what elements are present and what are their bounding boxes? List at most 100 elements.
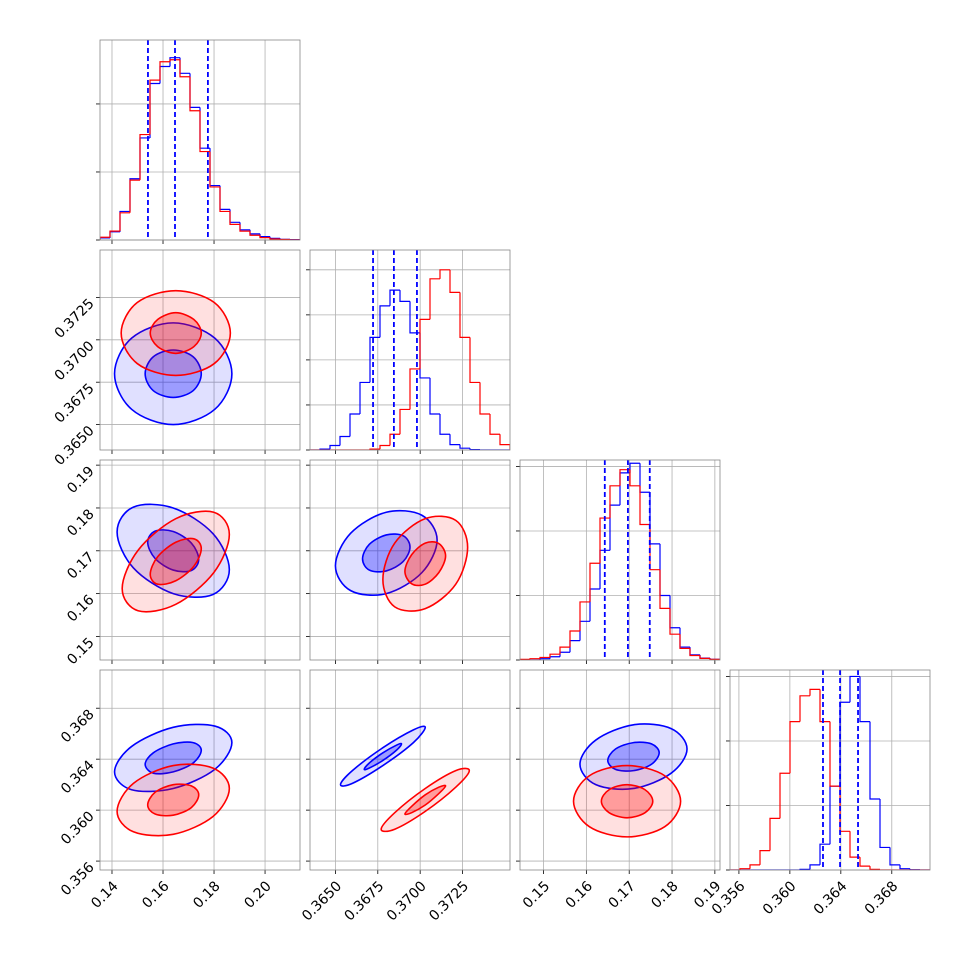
y-tick-label: 0.15 xyxy=(64,635,97,668)
hist-step xyxy=(689,648,700,657)
y-tick-label: 0.364 xyxy=(58,757,98,797)
hist-step xyxy=(189,73,200,108)
x-tick-label: 0.368 xyxy=(862,878,902,918)
hist-step xyxy=(539,656,550,659)
panel-frame xyxy=(99,249,301,451)
y-tick-label: 0.19 xyxy=(64,463,97,496)
y-tick-label: 0.368 xyxy=(58,707,98,747)
hist-step xyxy=(789,721,800,774)
hist-step xyxy=(169,59,180,62)
contour xyxy=(361,533,411,573)
hist-step xyxy=(249,229,260,235)
contour xyxy=(606,741,660,772)
hist-step xyxy=(389,289,400,306)
hist-step xyxy=(829,785,840,845)
hist-step xyxy=(869,866,880,870)
hist-step xyxy=(869,721,880,800)
x-tick-label: 0.18 xyxy=(190,878,223,911)
hist-step xyxy=(599,517,610,564)
panel-frame xyxy=(309,669,511,871)
hist-step xyxy=(379,444,390,450)
hist-step xyxy=(549,656,560,659)
y-tick-label: 0.3725 xyxy=(52,296,98,342)
hist-step xyxy=(219,186,230,213)
hist-step xyxy=(809,688,820,696)
hist-step xyxy=(379,305,390,338)
hist-step xyxy=(879,799,890,849)
panel-frame xyxy=(519,459,721,661)
hist-step xyxy=(459,292,470,338)
hist-step xyxy=(209,151,220,188)
hist-step xyxy=(839,786,850,832)
hist-step xyxy=(179,59,190,78)
x-tick-label: 0.20 xyxy=(241,878,274,911)
contour xyxy=(113,322,233,426)
panel-frame xyxy=(99,39,301,241)
hist-step xyxy=(489,413,500,435)
hist-step xyxy=(629,462,640,473)
hist-step xyxy=(179,57,190,74)
hist-step xyxy=(459,444,470,449)
histogram xyxy=(310,269,510,450)
hist-step xyxy=(569,640,580,653)
hist-step xyxy=(520,658,530,660)
hist-step xyxy=(429,377,440,415)
x-tick-label: 0.16 xyxy=(139,878,172,911)
hist-step xyxy=(219,185,230,210)
hist-step xyxy=(109,231,120,238)
x-tick-label: 0.3675 xyxy=(341,878,387,924)
hist-step xyxy=(419,332,430,379)
hist-step xyxy=(169,57,180,67)
hist-step xyxy=(469,337,480,384)
contour xyxy=(146,783,200,817)
hist-step xyxy=(479,382,490,415)
hist-step xyxy=(899,864,910,870)
hist-step xyxy=(639,485,650,526)
hist-step xyxy=(249,231,260,236)
hist-step xyxy=(649,524,660,571)
panel-frame xyxy=(99,669,301,871)
histogram xyxy=(730,675,930,870)
hist-step xyxy=(369,336,380,383)
hist-step xyxy=(239,222,250,231)
hist-step xyxy=(139,133,150,181)
hist-step xyxy=(449,434,460,446)
hist-step xyxy=(889,847,900,866)
histogram xyxy=(520,462,720,660)
hist-step xyxy=(799,695,810,722)
x-tick-label: 0.15 xyxy=(520,878,553,911)
hist-step xyxy=(100,236,110,240)
hist-step xyxy=(609,485,620,519)
panel-frame xyxy=(519,669,721,871)
hist-step xyxy=(229,209,240,223)
hist-step xyxy=(119,212,130,232)
contour-panel xyxy=(116,503,231,613)
hist-step xyxy=(779,772,790,819)
contour-panel xyxy=(339,725,471,833)
hist-step xyxy=(129,178,140,212)
panel-frame xyxy=(309,459,511,661)
contour xyxy=(600,783,654,819)
hist-step xyxy=(859,676,870,723)
y-tick-label: 0.3675 xyxy=(52,381,98,427)
contour xyxy=(144,349,203,399)
x-tick-label: 0.3650 xyxy=(299,878,345,924)
hist-step xyxy=(629,469,640,487)
hist-step xyxy=(589,588,600,622)
contour xyxy=(149,537,203,586)
hist-step xyxy=(449,269,460,293)
hist-step xyxy=(859,857,870,867)
contour xyxy=(116,763,231,837)
hist-step xyxy=(229,211,240,225)
x-tick-label: 0.14 xyxy=(88,878,121,911)
x-tick-label: 0.3700 xyxy=(384,878,430,924)
hist-step xyxy=(399,408,410,435)
hist-step xyxy=(669,595,680,629)
panel-frame xyxy=(309,249,511,451)
hist-step xyxy=(639,463,650,493)
contour xyxy=(113,723,233,793)
hist-step xyxy=(679,627,690,648)
hist-step xyxy=(429,278,440,320)
contour-panel xyxy=(334,509,469,612)
hist-step xyxy=(189,76,200,112)
